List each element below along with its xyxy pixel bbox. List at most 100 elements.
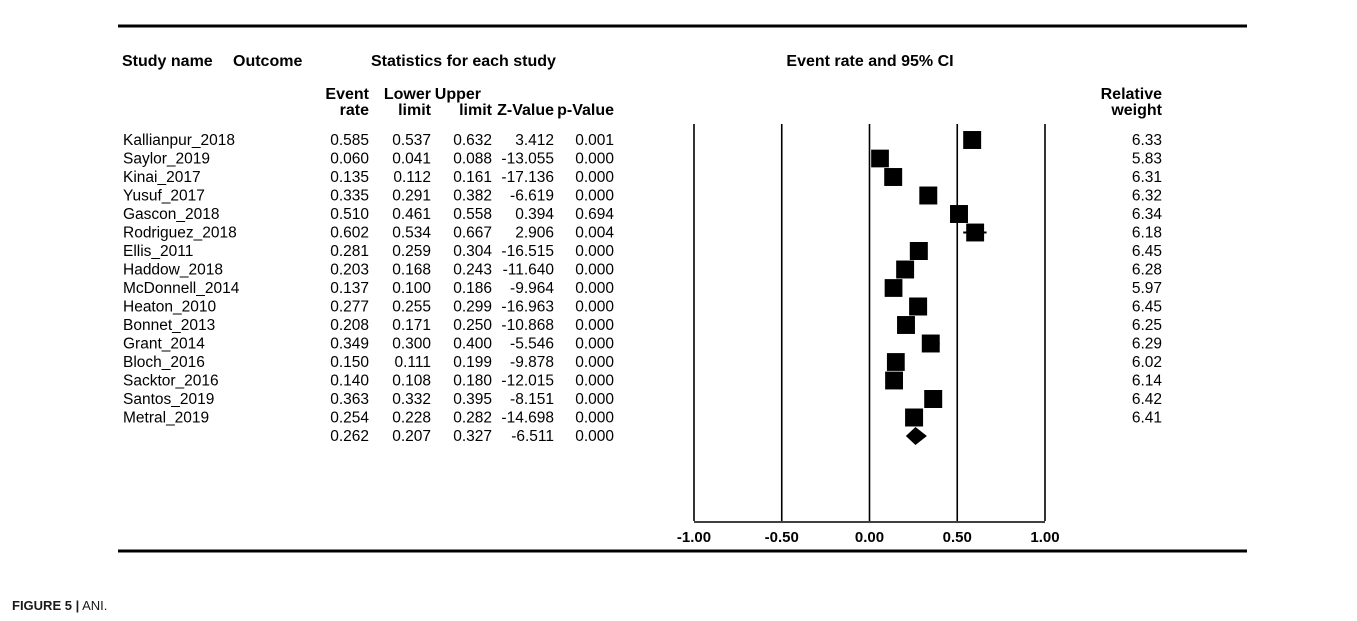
col-event-rate-line2: rate — [340, 102, 369, 119]
study-marker — [871, 149, 889, 168]
cell-upper: 0.382 — [453, 188, 492, 205]
cell-upper: 0.282 — [453, 410, 492, 427]
cell-p: 0.001 — [575, 132, 614, 149]
cell-p: 0.004 — [575, 225, 614, 242]
study-name: Kallianpur_2018 — [123, 132, 235, 149]
study-marker — [963, 131, 982, 149]
relative-weight: 6.41 — [1132, 410, 1162, 427]
cell-rate: 0.335 — [330, 188, 369, 205]
cell-z: -12.015 — [501, 373, 554, 390]
col-upper-limit-line2: limit — [459, 102, 493, 119]
col-upper-limit-line1: Upper — [435, 86, 481, 103]
summary-cell-z: -6.511 — [511, 428, 554, 445]
cell-p: 0.000 — [575, 151, 614, 168]
relative-weight: 5.97 — [1132, 280, 1162, 297]
col-lower-limit-line2: limit — [398, 102, 432, 119]
study-name: Bloch_2016 — [123, 354, 205, 371]
caption-label: FIGURE 5 | — [12, 598, 80, 613]
cell-p: 0.000 — [575, 169, 614, 186]
cell-z: 0.394 — [515, 206, 554, 223]
cell-p: 0.000 — [575, 262, 614, 279]
cell-p: 0.000 — [575, 243, 614, 260]
col-p-value: p-Value — [557, 102, 614, 119]
col-weight-line2: weight — [1110, 102, 1162, 119]
cell-p: 0.000 — [575, 280, 614, 297]
study-name: McDonnell_2014 — [123, 280, 240, 297]
cell-upper: 0.632 — [453, 132, 492, 149]
cell-lower: 0.168 — [392, 262, 431, 279]
cell-z: -6.619 — [510, 188, 554, 205]
study-name: Rodriguez_2018 — [123, 225, 237, 242]
cell-z: -9.878 — [510, 354, 554, 371]
table-row: Saylor_2019 0.060 0.041 0.088 -13.055 0.000 5.… — [123, 151, 1162, 168]
relative-weight: 6.32 — [1132, 188, 1162, 205]
cell-lower: 0.041 — [392, 151, 431, 168]
cell-lower: 0.332 — [392, 391, 431, 408]
study-name: Sacktor_2016 — [123, 373, 219, 390]
cell-lower: 0.228 — [392, 410, 431, 427]
table-row: McDonnell_2014 0.137 0.100 0.186 -9.964 0.000… — [123, 280, 1162, 297]
cell-rate: 0.150 — [330, 354, 369, 371]
plot-area: -1.00 -0.50 0.00 0.50 1.00 — [677, 124, 1060, 546]
cell-lower: 0.171 — [392, 317, 431, 334]
cell-upper: 0.558 — [453, 206, 492, 223]
header-study-name: Study name — [122, 53, 213, 70]
study-name: Grant_2014 — [123, 336, 205, 353]
study-marker — [886, 353, 905, 371]
relative-weight: 6.45 — [1132, 299, 1162, 316]
cell-z: -16.963 — [501, 299, 554, 316]
cell-upper: 0.199 — [453, 354, 492, 371]
relative-weight: 6.29 — [1132, 336, 1162, 353]
summary-diamond — [905, 427, 927, 445]
cell-lower: 0.537 — [392, 132, 431, 149]
relative-weight: 6.34 — [1132, 206, 1163, 223]
relative-weight: 6.14 — [1132, 373, 1163, 390]
cell-p: 0.000 — [575, 410, 614, 427]
cell-lower: 0.255 — [392, 299, 431, 316]
x-tick-label: -0.50 — [765, 529, 799, 546]
cell-lower: 0.461 — [392, 206, 431, 223]
cell-upper: 0.299 — [453, 299, 492, 316]
relative-weight: 6.42 — [1132, 391, 1162, 408]
study-name: Saylor_2019 — [123, 151, 210, 168]
cell-p: 0.000 — [575, 317, 614, 334]
cell-rate: 0.602 — [330, 225, 369, 242]
study-marker — [885, 371, 903, 390]
cell-lower: 0.534 — [392, 225, 431, 242]
cell-z: -9.964 — [510, 280, 554, 297]
cell-rate: 0.585 — [330, 132, 369, 149]
relative-weight: 6.25 — [1132, 317, 1162, 334]
relative-weight: 6.31 — [1132, 169, 1162, 186]
cell-z: 2.906 — [515, 225, 554, 242]
cell-upper: 0.161 — [453, 169, 492, 186]
relative-weight: 6.33 — [1132, 132, 1162, 149]
cell-z: -16.515 — [501, 243, 554, 260]
header-statistics: Statistics for each study — [371, 53, 556, 70]
table-row: Grant_2014 0.349 0.300 0.400 -5.546 0.000 6.29 — [123, 336, 1162, 353]
cell-lower: 0.259 — [392, 243, 431, 260]
x-tick-label: 0.00 — [855, 529, 884, 546]
study-name: Heaton_2010 — [123, 299, 216, 316]
cell-upper: 0.186 — [453, 280, 492, 297]
study-name: Yusuf_2017 — [123, 188, 205, 205]
study-marker — [919, 186, 938, 205]
cell-upper: 0.180 — [453, 373, 492, 390]
cell-upper: 0.088 — [453, 151, 492, 168]
relative-weight: 5.83 — [1132, 151, 1162, 168]
cell-z: 3.412 — [515, 132, 554, 149]
summary-cell-rate: 0.262 — [330, 428, 369, 445]
cell-lower: 0.100 — [392, 280, 431, 297]
study-marker — [950, 205, 968, 223]
cell-rate: 0.060 — [330, 151, 369, 168]
cell-p: 0.000 — [575, 336, 614, 353]
cell-upper: 0.250 — [453, 317, 492, 334]
relative-weight: 6.28 — [1132, 262, 1162, 279]
cell-upper: 0.395 — [453, 391, 492, 408]
cell-z: -8.151 — [510, 391, 554, 408]
cell-p: 0.000 — [575, 354, 614, 371]
study-marker — [884, 168, 903, 186]
table-row: Heaton_2010 0.277 0.255 0.299 -16.963 0.000 6.… — [123, 299, 1162, 316]
col-event-rate-line1: Event — [325, 86, 369, 103]
study-marker — [884, 279, 903, 297]
cell-z: -13.055 — [501, 151, 554, 168]
